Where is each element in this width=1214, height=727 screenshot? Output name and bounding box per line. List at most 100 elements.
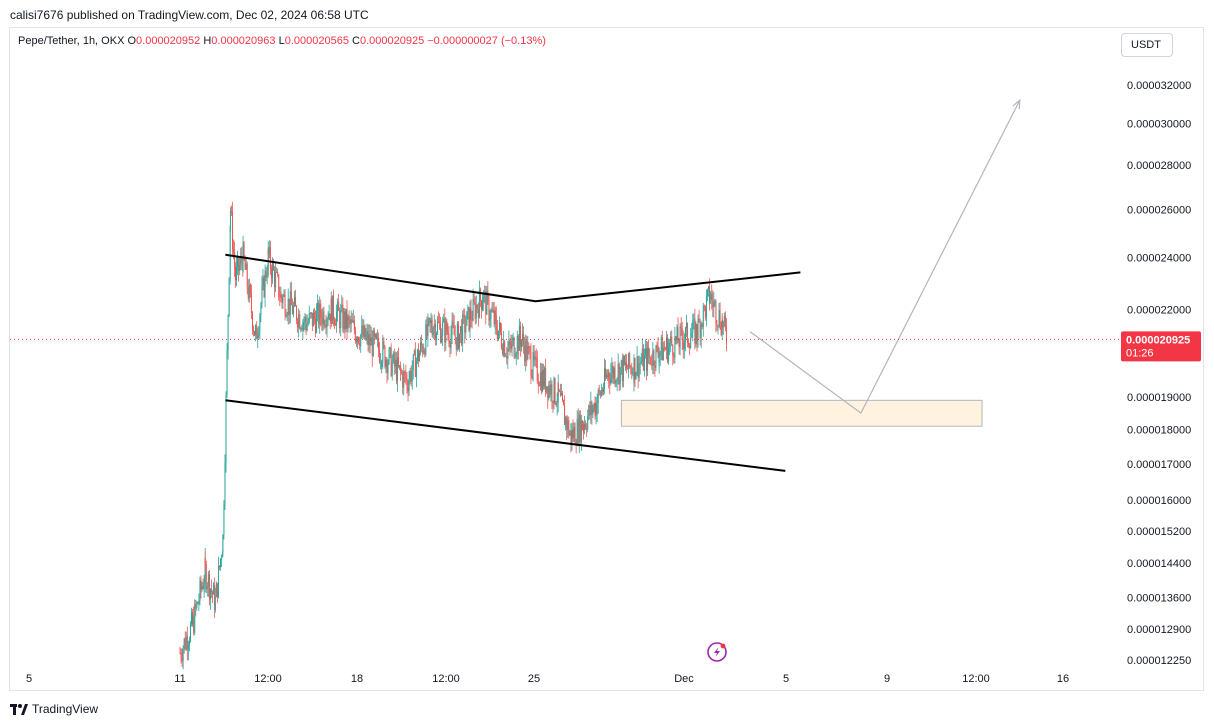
candle-body bbox=[273, 262, 275, 271]
candle-body bbox=[630, 366, 632, 368]
candle-body bbox=[642, 348, 644, 371]
candle-body bbox=[579, 414, 581, 442]
candle-body bbox=[180, 652, 182, 659]
candle-body bbox=[652, 350, 654, 366]
candle-body bbox=[622, 356, 624, 381]
candle-body bbox=[382, 341, 384, 364]
candle-body bbox=[398, 357, 400, 367]
close-label: C bbox=[352, 35, 360, 47]
candle-body bbox=[320, 303, 322, 318]
candle-body bbox=[556, 402, 558, 406]
symbol-label: Pepe/Tether, 1h, OKX bbox=[18, 35, 125, 47]
candle-body bbox=[529, 347, 531, 352]
candle-body bbox=[187, 645, 189, 650]
candle-body bbox=[373, 330, 375, 338]
time-tick: 12:00 bbox=[962, 673, 990, 685]
candle-body bbox=[531, 376, 533, 378]
candle-body bbox=[340, 309, 342, 328]
candle-body bbox=[240, 256, 242, 265]
candle-body bbox=[354, 330, 356, 342]
candle-body bbox=[519, 337, 521, 347]
candle-body bbox=[473, 299, 475, 303]
candle-body bbox=[489, 318, 491, 321]
candle-body bbox=[316, 311, 318, 333]
candle-body bbox=[681, 328, 683, 340]
time-tick: 12:00 bbox=[432, 673, 460, 685]
candle-body bbox=[351, 319, 353, 323]
candle-body bbox=[263, 277, 265, 297]
candle-body bbox=[197, 602, 199, 604]
candle-body bbox=[696, 337, 698, 341]
candle-body bbox=[709, 299, 711, 303]
candle-body bbox=[436, 321, 438, 334]
price-tick: 0.000024000 bbox=[1127, 252, 1191, 264]
candle-body bbox=[703, 305, 705, 307]
candle-body bbox=[405, 373, 407, 381]
candle-body bbox=[181, 658, 183, 661]
candle-body bbox=[549, 385, 551, 395]
candle-body bbox=[716, 323, 718, 326]
candle-body bbox=[247, 287, 249, 299]
candle-body bbox=[593, 403, 595, 409]
candle-body bbox=[342, 304, 344, 330]
candle-body bbox=[690, 337, 692, 348]
candle-body bbox=[688, 342, 690, 346]
candle-body bbox=[270, 268, 272, 279]
candle-body bbox=[677, 326, 679, 344]
candle-body bbox=[239, 264, 241, 271]
candle-body bbox=[548, 385, 550, 399]
candle-body bbox=[417, 349, 419, 362]
candle-body bbox=[201, 586, 203, 590]
candle-body bbox=[293, 297, 295, 306]
lightning-icon[interactable] bbox=[707, 642, 727, 662]
candle-body bbox=[234, 267, 236, 281]
candle-body bbox=[663, 348, 665, 349]
candle-body bbox=[353, 320, 355, 331]
candle-body bbox=[599, 391, 601, 396]
candle-body bbox=[615, 380, 617, 384]
candle-body bbox=[265, 270, 267, 278]
candle-body bbox=[655, 345, 657, 368]
candle-body bbox=[255, 325, 257, 330]
candle-body bbox=[307, 322, 309, 324]
candle-body bbox=[482, 302, 484, 304]
candle-body bbox=[501, 332, 503, 347]
candle-body bbox=[387, 363, 389, 373]
candle-body bbox=[576, 418, 578, 445]
candle-body bbox=[675, 336, 677, 341]
candle-body bbox=[317, 303, 319, 312]
candle-body bbox=[702, 305, 704, 327]
candle-body bbox=[647, 347, 649, 371]
candle-body bbox=[482, 303, 484, 310]
candle-body bbox=[595, 402, 597, 415]
candle-body bbox=[312, 312, 314, 327]
demand-zone bbox=[620, 399, 983, 427]
candle-body bbox=[705, 296, 707, 318]
price-tick: 0.000019000 bbox=[1127, 392, 1191, 404]
candle-body bbox=[571, 429, 573, 444]
candle-body bbox=[327, 318, 329, 320]
candle-body bbox=[206, 586, 208, 590]
candle-body bbox=[223, 504, 225, 536]
candle-body bbox=[276, 272, 278, 273]
candle-body bbox=[528, 345, 530, 348]
candle-body bbox=[712, 300, 714, 308]
candle-body bbox=[572, 429, 574, 439]
candle-body bbox=[297, 320, 299, 328]
candle-body bbox=[555, 402, 557, 406]
candle-body bbox=[336, 312, 338, 326]
candle-body bbox=[623, 356, 625, 365]
candle-body bbox=[723, 315, 725, 322]
candle-body bbox=[465, 325, 467, 333]
candle-body bbox=[718, 310, 720, 326]
publisher-line: calisi7676 published on TradingView.com,… bbox=[10, 8, 369, 22]
candle-body bbox=[357, 337, 359, 342]
candle-body bbox=[284, 294, 286, 316]
currency-button[interactable]: USDT bbox=[1121, 33, 1173, 57]
candle-body bbox=[629, 353, 631, 367]
candle-body bbox=[711, 293, 713, 301]
candle-body bbox=[374, 334, 376, 338]
price-tick: 0.000018000 bbox=[1127, 425, 1191, 437]
